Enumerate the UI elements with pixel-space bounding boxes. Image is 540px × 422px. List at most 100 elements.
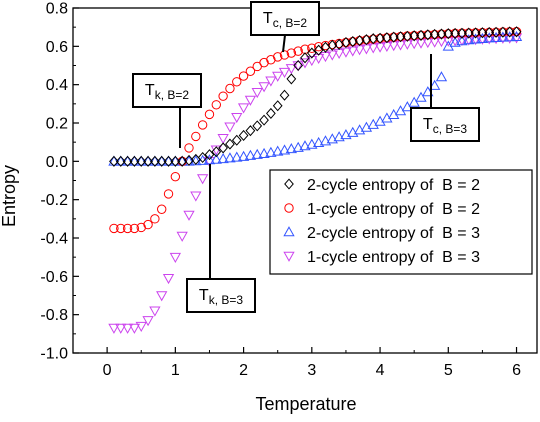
- data-point: [225, 83, 235, 94]
- data-point: [183, 210, 195, 221]
- data-point: [252, 120, 263, 132]
- legend-label: 1-cycle entropy of B = 3: [307, 249, 480, 266]
- data-point: [463, 34, 475, 45]
- data-point: [347, 126, 359, 137]
- data-point: [285, 64, 298, 75]
- data-point: [109, 155, 119, 167]
- data-point: [121, 323, 134, 334]
- data-point: [285, 143, 298, 154]
- x-tick-label: 1: [171, 362, 180, 379]
- data-point: [388, 31, 399, 43]
- callout-box: [186, 278, 256, 313]
- data-point: [163, 155, 174, 167]
- data-point: [476, 32, 489, 43]
- x-axis-title: Temperature: [255, 394, 356, 414]
- legend-marker: [284, 203, 294, 213]
- x-tick-label: 0: [103, 362, 112, 379]
- y-tick-label: 0.6: [46, 39, 68, 56]
- data-point: [245, 125, 256, 137]
- data-point: [136, 155, 147, 167]
- data-point: [429, 28, 440, 41]
- callout-label: Tc, B=3: [423, 116, 467, 136]
- data-point: [293, 59, 304, 72]
- data-point: [272, 71, 284, 82]
- data-point: [258, 147, 270, 158]
- data-point: [143, 155, 153, 167]
- y-tick-label: 0.0: [46, 154, 68, 171]
- data-point: [416, 29, 426, 41]
- data-point: [375, 32, 385, 44]
- data-point: [197, 120, 208, 130]
- data-point: [156, 155, 167, 167]
- data-point: [469, 35, 482, 46]
- data-point: [196, 174, 209, 185]
- legend-label: 2-cycle entropy of B = 3: [307, 225, 480, 242]
- series-1: [109, 26, 522, 167]
- data-point: [217, 153, 229, 164]
- data-point: [224, 122, 236, 133]
- data-point: [218, 91, 228, 101]
- data-point: [469, 33, 482, 44]
- data-point: [374, 115, 386, 126]
- data-point: [320, 40, 331, 51]
- data-point: [306, 56, 318, 67]
- data-point: [483, 32, 495, 43]
- x-tick-label: 2: [239, 362, 248, 379]
- data-point: [408, 96, 420, 107]
- data-point: [238, 129, 249, 142]
- data-point: [191, 131, 201, 142]
- data-point: [231, 112, 243, 124]
- data-point: [402, 30, 413, 42]
- data-point: [511, 26, 522, 38]
- legend: 2-cycle entropy of B = 2 1-cycle entropy …: [269, 169, 533, 275]
- data-point: [231, 134, 242, 146]
- data-point: [279, 89, 290, 101]
- data-point: [259, 114, 269, 126]
- callout-1: Tc, B=2: [250, 1, 320, 53]
- data-point: [457, 27, 467, 39]
- data-point: [109, 223, 119, 234]
- data-point: [442, 36, 454, 47]
- data-point: [428, 37, 441, 48]
- data-point: [224, 152, 236, 163]
- data-point: [218, 142, 228, 154]
- data-point: [150, 155, 160, 167]
- legend-marker: [283, 251, 295, 262]
- data-point: [156, 291, 168, 302]
- data-point: [456, 35, 468, 46]
- data-point: [292, 61, 304, 72]
- data-point: [428, 79, 441, 90]
- data-point: [116, 223, 126, 234]
- data-point: [286, 73, 297, 85]
- data-series: [108, 26, 523, 334]
- data-point: [157, 204, 167, 214]
- data-point: [299, 58, 311, 69]
- data-point: [210, 153, 222, 164]
- callout-symbol: T: [199, 287, 209, 304]
- data-point: [265, 146, 277, 157]
- callout-subscript: c, B=3: [433, 122, 468, 136]
- callout-box: [410, 107, 480, 142]
- callout-label: Tk, B=3: [199, 287, 243, 307]
- data-point: [278, 144, 291, 155]
- data-point: [333, 131, 345, 142]
- data-point: [150, 214, 160, 224]
- data-point: [142, 316, 154, 327]
- data-point: [170, 171, 181, 182]
- data-point: [238, 71, 249, 81]
- x-tick-label: 5: [444, 362, 453, 379]
- data-point: [272, 145, 284, 156]
- data-point: [135, 321, 147, 332]
- data-point: [273, 52, 283, 62]
- data-point: [265, 76, 277, 87]
- callout-symbol: T: [145, 82, 155, 99]
- callout-symbol: T: [423, 116, 433, 133]
- y-tick-label: 0.2: [46, 116, 68, 133]
- data-point: [279, 50, 290, 60]
- data-point: [204, 109, 215, 120]
- data-point: [306, 138, 318, 149]
- data-point: [484, 26, 495, 39]
- data-point: [491, 26, 501, 38]
- data-point: [483, 34, 495, 45]
